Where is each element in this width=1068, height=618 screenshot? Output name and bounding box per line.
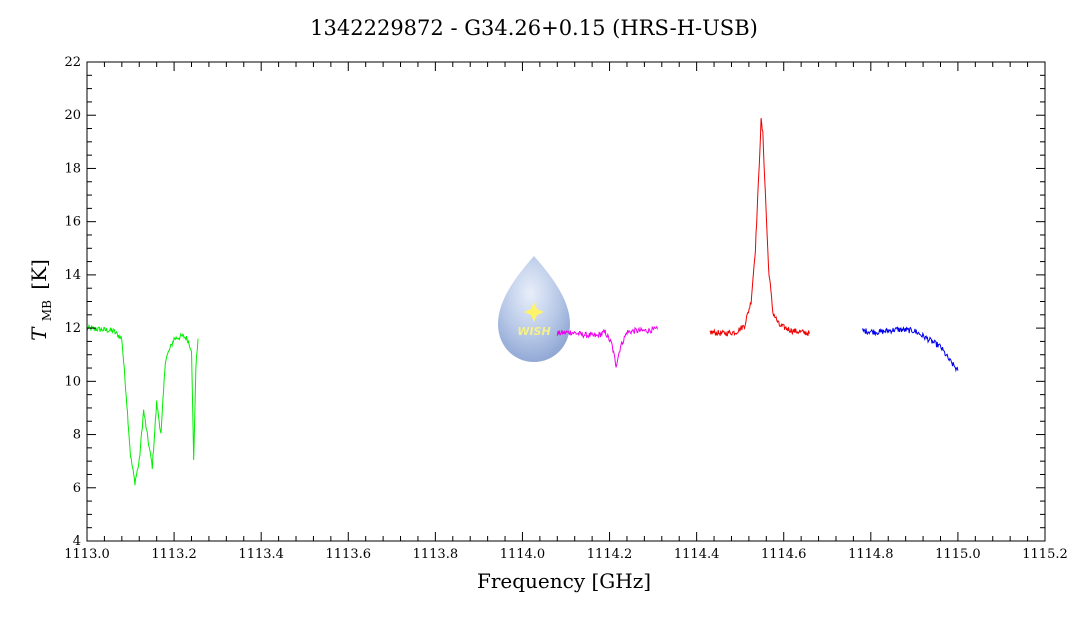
y-tick-label: 6 bbox=[73, 481, 81, 496]
y-tick-label: 14 bbox=[64, 268, 81, 283]
x-tick-label: 1114.0 bbox=[500, 547, 546, 562]
x-tick-label: 1113.2 bbox=[151, 547, 197, 562]
wish-logo: WISH bbox=[498, 256, 570, 362]
y-tick-label: 12 bbox=[64, 321, 81, 336]
series-layer bbox=[86, 118, 959, 486]
x-tick-label: 1113.6 bbox=[326, 547, 372, 562]
y-axis-title: T MB [K] bbox=[27, 259, 56, 341]
x-tick-label: 1114.6 bbox=[761, 547, 807, 562]
series-line-1 bbox=[86, 323, 199, 486]
y-tick-label: 8 bbox=[73, 428, 81, 443]
y-axis-title-main: T bbox=[27, 326, 51, 341]
series-line-4 bbox=[862, 325, 959, 373]
x-tick-label: 1115.2 bbox=[1022, 547, 1068, 562]
series-line-3 bbox=[709, 118, 810, 337]
y-tick-label: 16 bbox=[64, 215, 81, 230]
x-tick-label: 1115.0 bbox=[935, 547, 981, 562]
chart-title: 1342229872 - G34.26+0.15 (HRS-H-USB) bbox=[310, 16, 758, 40]
y-tick-label: 10 bbox=[64, 374, 81, 389]
y-tick-label: 22 bbox=[64, 55, 81, 70]
x-tick-label: 1113.0 bbox=[64, 547, 110, 562]
wish-logo-text: WISH bbox=[517, 325, 550, 338]
x-tick-label: 1114.4 bbox=[674, 547, 720, 562]
svg-text:T MB [K]: T MB [K] bbox=[27, 259, 56, 341]
wish-star-icon bbox=[524, 302, 544, 322]
x-tick-label: 1113.4 bbox=[238, 547, 284, 562]
series-line-2 bbox=[556, 325, 658, 368]
y-axis-title-unit: [K] bbox=[27, 259, 51, 290]
axes: 1113.0 1113.2 1113.4 1113.6 1113.8 1114.0 1114… bbox=[64, 55, 1068, 562]
y-tick-label: 20 bbox=[64, 108, 81, 123]
x-axis-title: Frequency [GHz] bbox=[477, 569, 651, 593]
x-tick-label: 1113.8 bbox=[413, 547, 459, 562]
y-tick-label: 4 bbox=[73, 534, 81, 549]
y-axis-title-sub: MB bbox=[40, 300, 54, 321]
x-tick-label: 1114.8 bbox=[848, 547, 894, 562]
x-tick-label: 1114.2 bbox=[587, 547, 633, 562]
plot-frame bbox=[86, 61, 1046, 542]
y-tick-label: 18 bbox=[64, 161, 81, 176]
